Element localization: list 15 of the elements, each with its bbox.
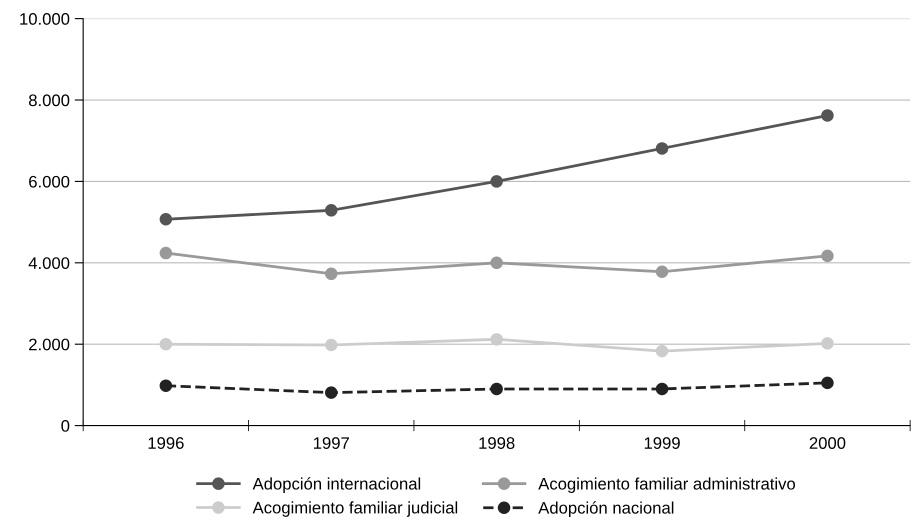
y-tick-label: 0 [61, 420, 70, 432]
x-tick-label: 2000 [810, 437, 846, 449]
legend-label: Acogimiento familiar administrativo [538, 477, 796, 493]
y-tick-label: 4.000 [28, 257, 70, 270]
x-tick-label: 1996 [148, 437, 184, 449]
y-tick-label: 10.000 [20, 13, 70, 25]
legend-label: Acogimiento familiar judicial [252, 501, 458, 517]
y-tick-label: 6.000 [29, 176, 70, 188]
x-tick-label: 1998 [479, 437, 514, 449]
x-tick-label: 1999 [644, 437, 680, 449]
legend-label: Adopción nacional [538, 501, 674, 518]
y-tick-label: 8.000 [28, 94, 70, 106]
legend-label: Adopción internacional [252, 477, 420, 493]
x-tick-label: 1997 [314, 437, 349, 449]
y-tick-label: 2.000 [29, 338, 70, 350]
